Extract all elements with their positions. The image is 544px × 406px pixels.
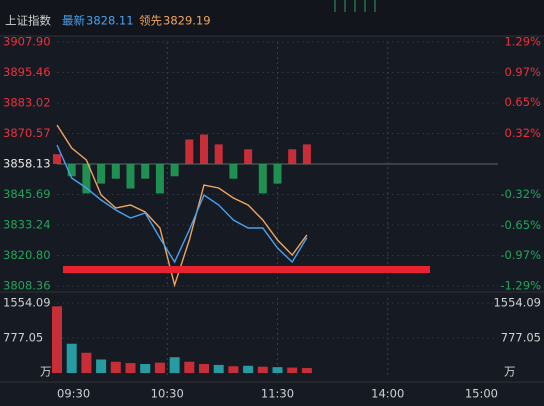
legend-leading: 领先 — [139, 14, 162, 28]
volume-bar — [81, 352, 92, 373]
y-tick-label: 3883.02 — [3, 95, 51, 109]
diff-bar — [302, 144, 311, 164]
diff-bar — [229, 164, 238, 179]
y2-tick-label: 0.97% — [504, 65, 541, 79]
y-tick-label: 777.05 — [3, 330, 43, 344]
y-tick-label: 3895.46 — [3, 65, 51, 79]
y2-tick-label: 0.65% — [504, 95, 541, 109]
y-tick-label: 3907.90 — [3, 35, 51, 49]
volume-bar — [257, 366, 268, 373]
y-tick-label: 3833.24 — [3, 218, 51, 232]
x-tick-label: 09:30 — [57, 387, 90, 401]
diff-bar — [244, 149, 253, 164]
volume-bar — [169, 357, 180, 373]
diff-bar — [170, 164, 179, 177]
volume-bar — [110, 361, 121, 373]
diff-bar — [126, 164, 135, 189]
y2-tick-label: 1.29% — [504, 35, 541, 49]
volume-bar — [272, 367, 283, 373]
diff-bar — [141, 164, 150, 179]
volume-bar — [66, 343, 77, 373]
volume-bar — [301, 368, 312, 373]
y2-tick-label: -0.97% — [500, 248, 541, 262]
diff-bar — [258, 164, 267, 194]
x-tick-label: 11:30 — [261, 387, 294, 401]
header-bar — [0, 0, 544, 36]
volume-bar — [199, 363, 209, 373]
highlight-annotation — [63, 266, 430, 273]
diff-bar — [185, 139, 194, 164]
x-tick-label: 15:00 — [465, 387, 498, 401]
diff-bar — [97, 164, 106, 184]
y2-tick-label: -0.32% — [500, 187, 541, 201]
volume-bar — [154, 362, 165, 373]
decoration — [334, 0, 376, 12]
diff-bar — [82, 164, 91, 194]
diff-bar — [67, 164, 76, 177]
y-tick-label: 3820.80 — [3, 248, 51, 262]
y2-tick-label: 0.32% — [504, 126, 541, 140]
y-tick-label: 3870.57 — [3, 126, 51, 140]
unit-label: 万 — [40, 365, 52, 379]
volume-bar — [125, 363, 136, 373]
legend-latest: 最新 — [62, 14, 85, 28]
volume-bar — [52, 306, 62, 373]
volume-bar — [228, 366, 239, 373]
volume-bar — [287, 367, 298, 373]
volume-bar — [96, 359, 107, 373]
volume-bar — [184, 361, 195, 373]
plot: 3907.90 3895.46 3883.02 3870.57 3858.13 3845.… — [3, 35, 541, 401]
diff-bar — [273, 164, 282, 184]
x-tick-label: 10:30 — [151, 387, 184, 401]
volume-bar — [243, 365, 254, 373]
index-title: 上证指数 — [5, 14, 51, 28]
y2-tick-label: -1.29% — [500, 279, 541, 293]
diff-bar — [200, 134, 208, 164]
y-tick-label: 777.05 — [501, 330, 541, 344]
latest-value: 3828.11 — [86, 14, 134, 28]
y2-tick-label: -0.65% — [500, 218, 541, 232]
y-tick-label: 1554.09 — [3, 296, 51, 310]
price-line — [56, 124, 308, 288]
volume-bar — [213, 364, 224, 373]
diff-bar — [111, 164, 120, 179]
diff-bar — [155, 164, 164, 194]
y-tick-label: 3808.36 — [3, 279, 51, 293]
y-tick-label: 3845.69 — [3, 187, 51, 201]
y-tick-label: 3858.13 — [3, 157, 51, 171]
leading-value: 3829.19 — [163, 14, 211, 28]
price-line — [56, 144, 308, 264]
diff-bar — [53, 154, 61, 164]
diff-bar — [214, 144, 223, 164]
unit-label: 万 — [504, 365, 516, 379]
y-tick-label: 1554.09 — [493, 296, 541, 310]
volume-bar — [140, 363, 151, 373]
x-tick-label: 14:00 — [371, 387, 404, 401]
diff-bar — [288, 149, 297, 164]
